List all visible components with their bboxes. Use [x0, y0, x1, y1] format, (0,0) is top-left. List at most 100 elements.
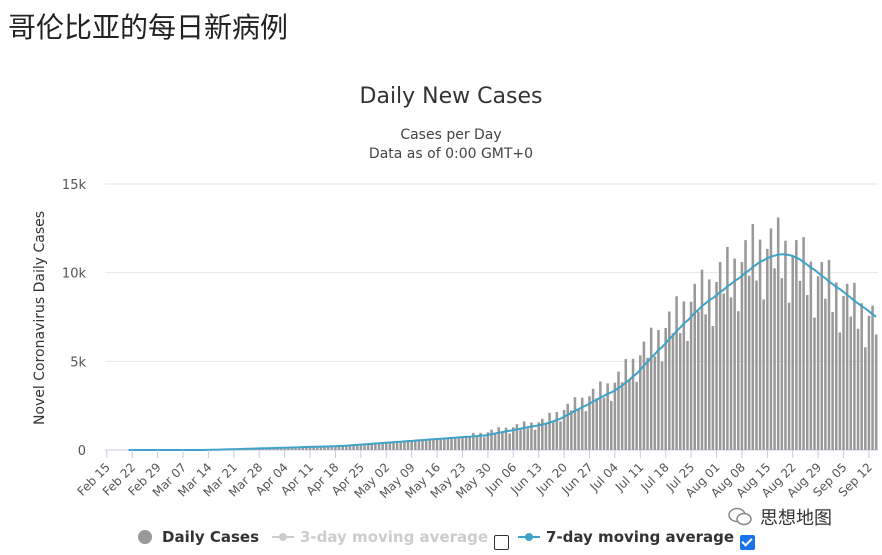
daily-case-bar: [784, 240, 787, 450]
checkbox-3-day-average[interactable]: [494, 535, 509, 550]
daily-case-bar: [341, 445, 344, 450]
daily-case-bar: [722, 293, 726, 450]
daily-case-bar: [860, 303, 863, 450]
daily-case-bar: [570, 410, 573, 450]
daily-case-bar: [490, 429, 493, 450]
legend-7-day-average[interactable]: 7-day moving average: [518, 528, 734, 546]
daily-case-bar: [435, 438, 439, 450]
daily-case-bar: [707, 279, 711, 450]
daily-case-bar: [762, 299, 765, 450]
daily-case-bar: [849, 316, 853, 450]
daily-case-bar: [668, 311, 671, 450]
checkbox-7-day-average[interactable]: [740, 535, 755, 550]
daily-case-bar: [758, 239, 762, 450]
legend-label: 7-day moving average: [546, 528, 735, 546]
daily-case-bar: [834, 282, 838, 450]
daily-case-bar: [414, 439, 417, 450]
daily-case-bar: [301, 446, 305, 450]
daily-case-bar: [769, 228, 773, 450]
legend-3-day-average[interactable]: 3-day moving average: [272, 528, 488, 546]
daily-case-bar: [773, 268, 776, 450]
daily-case-bar: [620, 382, 624, 450]
daily-case-bar: [370, 442, 374, 450]
daily-case-bar: [359, 443, 363, 450]
chart-legend: Daily Cases 3-day moving average 7-day m…: [0, 528, 882, 552]
daily-case-bar: [464, 436, 468, 450]
daily-case-bar: [813, 317, 816, 450]
daily-case-bar: [678, 333, 682, 450]
daily-case-bar: [562, 409, 566, 450]
daily-case-bar: [737, 311, 740, 450]
daily-case-bar: [711, 326, 715, 450]
daily-cases-bars: [196, 217, 878, 450]
daily-case-bar: [475, 436, 479, 450]
daily-case-bar: [606, 383, 609, 450]
daily-case-bar: [733, 258, 736, 450]
daily-case-bar: [595, 398, 599, 450]
daily-case-bar: [555, 412, 559, 450]
daily-case-bar: [588, 396, 591, 450]
daily-case-bar: [355, 444, 359, 450]
daily-case-bar: [639, 355, 642, 450]
daily-case-bar: [450, 437, 453, 450]
daily-case-bar: [424, 439, 428, 450]
daily-case-bar: [871, 305, 874, 450]
daily-case-bar: [867, 315, 871, 450]
daily-case-bar: [776, 217, 780, 450]
daily-case-bar: [541, 418, 544, 450]
daily-case-bar: [497, 427, 501, 450]
seven-day-average-line: [128, 253, 877, 451]
daily-case-bar: [566, 403, 569, 450]
daily-case-bar: [526, 428, 530, 450]
legend-label: 3-day moving average: [300, 528, 489, 546]
daily-case-bar: [631, 358, 635, 450]
daily-case-bar: [297, 446, 301, 450]
daily-case-bar: [512, 427, 515, 450]
daily-case-bar: [838, 332, 842, 450]
daily-case-bar: [399, 440, 403, 450]
daily-case-bar: [820, 261, 824, 450]
legend-daily-cases[interactable]: Daily Cases: [138, 528, 259, 546]
daily-case-bar: [740, 262, 744, 450]
daily-case-bar: [591, 388, 595, 450]
gridlines: [105, 183, 878, 451]
daily-case-bar: [472, 432, 475, 450]
daily-case-bar: [345, 444, 348, 450]
daily-case-bar: [657, 330, 660, 450]
x-tick-label: Jul 11: [612, 460, 646, 494]
daily-case-bar: [294, 447, 297, 450]
daily-case-bar: [486, 432, 490, 450]
daily-case-bar: [856, 328, 860, 450]
daily-case-bar: [305, 446, 308, 450]
daily-case-bar: [577, 409, 580, 450]
daily-case-bar: [392, 441, 395, 450]
daily-case-bar: [515, 424, 519, 450]
daily-case-bar: [352, 444, 355, 450]
daily-case-bar: [493, 432, 497, 450]
daily-case-bar: [388, 441, 392, 450]
daily-case-bar: [642, 341, 646, 450]
daily-case-bar: [482, 437, 486, 450]
y-tick-label: 15k: [62, 178, 87, 193]
daily-case-bar: [682, 301, 686, 450]
daily-case-bar: [366, 443, 370, 450]
daily-case-bar: [824, 298, 827, 450]
daily-case-bar: [693, 283, 697, 450]
daily-case-bar: [334, 445, 337, 450]
daily-case-bar: [457, 436, 461, 450]
daily-case-bar: [646, 357, 649, 450]
daily-case-bar: [290, 447, 294, 450]
daily-case-bar: [384, 441, 388, 450]
daily-case-bar: [671, 333, 675, 450]
daily-case-bar: [853, 282, 856, 450]
daily-case-bar: [689, 301, 693, 450]
daily-case-bar: [348, 444, 352, 450]
daily-case-bar: [675, 296, 678, 450]
daily-case-bar: [649, 327, 653, 450]
daily-case-bar: [439, 437, 442, 450]
y-axis-label: Novel Coronavirus Daily Cases: [32, 211, 48, 425]
daily-case-bar: [580, 397, 584, 450]
daily-case-bar: [791, 256, 794, 450]
